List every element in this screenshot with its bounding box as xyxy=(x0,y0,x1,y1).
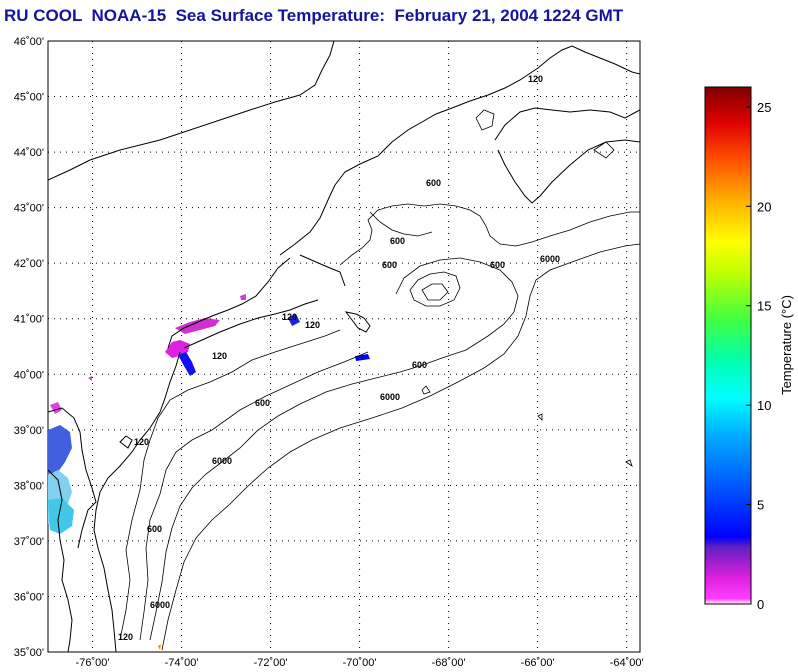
latitude-label: 44˚00' xyxy=(14,147,44,159)
latitude-label: 42˚00' xyxy=(14,258,44,270)
colorbar-tick-label: 5 xyxy=(757,498,764,513)
contour-label: 6000 xyxy=(150,600,170,610)
latitude-label: 36˚00' xyxy=(14,591,44,603)
contour-label: 120 xyxy=(212,351,227,361)
longitude-label: -76˚00' xyxy=(76,657,110,669)
bathymetry-contours xyxy=(119,109,640,651)
longitude-label: -72˚00' xyxy=(254,657,288,669)
colorbar-tick-label: 10 xyxy=(757,398,771,413)
sst-data-patches xyxy=(48,294,370,650)
latitude-labels: 46˚00' 45˚00' 44˚00' 43˚00' 42˚00' 41˚00' 40˚0… xyxy=(14,36,44,659)
longitude-label: -70˚00' xyxy=(343,657,377,669)
contour-label: 120 xyxy=(282,312,297,322)
colorbar-tick-label: 25 xyxy=(757,100,771,115)
colorbar-label: Temperature (°C) xyxy=(779,295,794,395)
latitude-label: 35˚00' xyxy=(14,647,44,659)
latitude-label: 39˚00' xyxy=(14,425,44,437)
longitude-labels: -76˚00' -74˚00' -72˚00' -70˚00' -68˚00' -66˚0… xyxy=(76,657,644,669)
contour-label: 600 xyxy=(426,178,441,188)
longitude-label: -66˚00' xyxy=(521,657,555,669)
contour-label: 600 xyxy=(490,260,505,270)
contour-label: 600 xyxy=(255,398,270,408)
contour-label: 6000 xyxy=(212,456,232,466)
longitude-label: -68˚00' xyxy=(432,657,466,669)
contour-label: 6000 xyxy=(540,254,560,264)
contour-label: 120 xyxy=(118,632,133,642)
latitude-label: 40˚00' xyxy=(14,369,44,381)
latitude-label: 43˚00' xyxy=(14,203,44,215)
latitude-label: 41˚00' xyxy=(14,314,44,326)
contour-label: 600 xyxy=(382,260,397,270)
colorbar-tick-label: 0 xyxy=(757,597,764,612)
contour-label: 600 xyxy=(147,524,162,534)
map-frame xyxy=(47,40,641,653)
latitude-label: 45˚00' xyxy=(14,92,44,104)
latitude-label: 38˚00' xyxy=(14,480,44,492)
contour-label: 600 xyxy=(412,360,427,370)
longitude-label: -64˚00' xyxy=(610,657,644,669)
contour-label: 120 xyxy=(134,437,149,447)
contour-label: 120 xyxy=(528,74,543,84)
coastline xyxy=(48,41,640,652)
contour-labels: 120 120 120 120 120 120 600 600 600 600 … xyxy=(118,74,560,642)
longitude-label: -74˚00' xyxy=(165,657,199,669)
colorbar xyxy=(704,86,752,605)
contour-label: 120 xyxy=(305,320,320,330)
contour-label: 6000 xyxy=(380,392,400,402)
colorbar-tick-label: 15 xyxy=(757,299,771,314)
latitude-label: 46˚00' xyxy=(14,36,44,48)
latitude-label: 37˚00' xyxy=(14,536,44,548)
chart-title: RU COOL NOAA-15 Sea Surface Temperature:… xyxy=(4,6,624,25)
colorbar-ticks: 25 20 15 10 5 0 xyxy=(746,100,771,612)
colorbar-tick-label: 20 xyxy=(757,199,771,214)
contour-label: 600 xyxy=(390,236,405,246)
